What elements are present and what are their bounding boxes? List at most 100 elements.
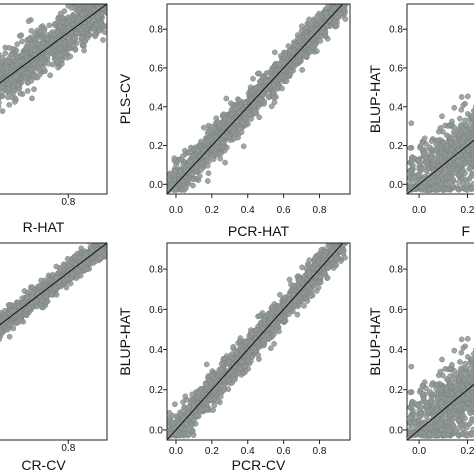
data-point <box>59 60 65 67</box>
data-point <box>179 178 186 184</box>
data-point <box>49 37 55 44</box>
data-point <box>458 94 465 100</box>
data-point <box>94 13 101 20</box>
data-point <box>259 74 266 81</box>
data-point <box>13 73 19 80</box>
data-point <box>222 159 228 166</box>
data-point <box>9 94 15 101</box>
data-point <box>102 0 107 3</box>
data-point <box>217 150 224 157</box>
data-point <box>2 44 9 51</box>
data-point <box>198 167 204 173</box>
data-point <box>299 67 306 73</box>
plot-frame <box>0 3 108 195</box>
data-point <box>335 0 340 3</box>
data-point <box>34 34 41 41</box>
data-point <box>85 0 90 2</box>
data-point <box>457 115 463 122</box>
data-point <box>415 157 422 164</box>
data-point <box>220 144 227 151</box>
data-point <box>109 8 114 13</box>
x-tick-label: 0.0 <box>169 205 183 216</box>
data-point <box>85 0 90 2</box>
data-point <box>93 0 98 2</box>
data-point <box>97 0 102 3</box>
data-point <box>333 0 338 2</box>
data-point <box>323 9 329 16</box>
reference-line <box>167 4 344 194</box>
data-point <box>317 13 324 20</box>
data-point <box>90 7 97 14</box>
data-point <box>415 172 422 178</box>
data-point <box>466 133 472 140</box>
data-point <box>246 112 253 118</box>
data-point <box>40 40 46 47</box>
data-point <box>467 125 474 132</box>
data-point <box>200 124 207 131</box>
data-point <box>283 78 290 85</box>
data-point <box>25 79 31 86</box>
data-point <box>251 100 258 107</box>
data-point <box>445 186 452 192</box>
data-point <box>189 171 196 178</box>
data-point <box>171 155 178 162</box>
data-point <box>188 144 194 151</box>
data-point <box>236 108 243 115</box>
data-point <box>435 128 442 135</box>
data-point <box>438 181 445 187</box>
data-point <box>2 50 9 57</box>
data-point <box>270 81 277 88</box>
data-point <box>314 48 320 55</box>
data-point <box>67 53 74 60</box>
data-point <box>462 160 469 167</box>
data-point <box>256 85 263 92</box>
data-point <box>468 185 474 191</box>
data-point <box>309 44 316 51</box>
data-point <box>68 5 75 11</box>
x-tick-label: 0.8 <box>61 197 75 208</box>
data-point <box>14 61 21 68</box>
y-tick-label: 0.0 <box>389 180 403 191</box>
data-point <box>50 61 56 68</box>
data-point <box>92 33 99 40</box>
data-point <box>31 61 38 67</box>
data-point <box>212 143 219 150</box>
data-point <box>13 53 20 60</box>
data-point <box>308 22 315 28</box>
data-point <box>101 29 107 36</box>
data-point <box>51 21 58 27</box>
data-point <box>428 138 435 144</box>
data-point <box>223 95 230 102</box>
data-point <box>207 136 214 143</box>
y-tick-label: 0.8 <box>389 25 403 36</box>
data-point <box>81 4 88 7</box>
data-point <box>469 171 474 177</box>
data-point <box>449 182 456 189</box>
data-point <box>238 129 245 136</box>
x-axis-title: PCR-HAT <box>228 223 290 239</box>
data-point <box>297 57 303 63</box>
plot-frame <box>166 3 351 195</box>
data-point <box>28 28 35 34</box>
data-point <box>94 4 96 5</box>
data-point <box>0 100 2 106</box>
data-point <box>222 115 228 122</box>
data-point <box>338 0 343 2</box>
data-point <box>244 121 251 127</box>
data-point <box>265 93 272 100</box>
data-point <box>448 146 455 153</box>
x-tick-label: 0.8 <box>313 205 327 216</box>
x-tick-label: 0.4 <box>241 205 255 216</box>
data-point <box>443 132 450 139</box>
data-point <box>252 108 258 115</box>
data-point <box>279 85 285 92</box>
data-point <box>435 177 441 184</box>
data-point <box>12 99 18 105</box>
data-point <box>460 102 467 109</box>
data-point <box>291 41 298 48</box>
scatter-panel-1: 0.40.8R-HAT <box>0 0 114 235</box>
data-point <box>36 71 43 78</box>
data-point <box>235 97 242 104</box>
data-point <box>271 94 277 101</box>
